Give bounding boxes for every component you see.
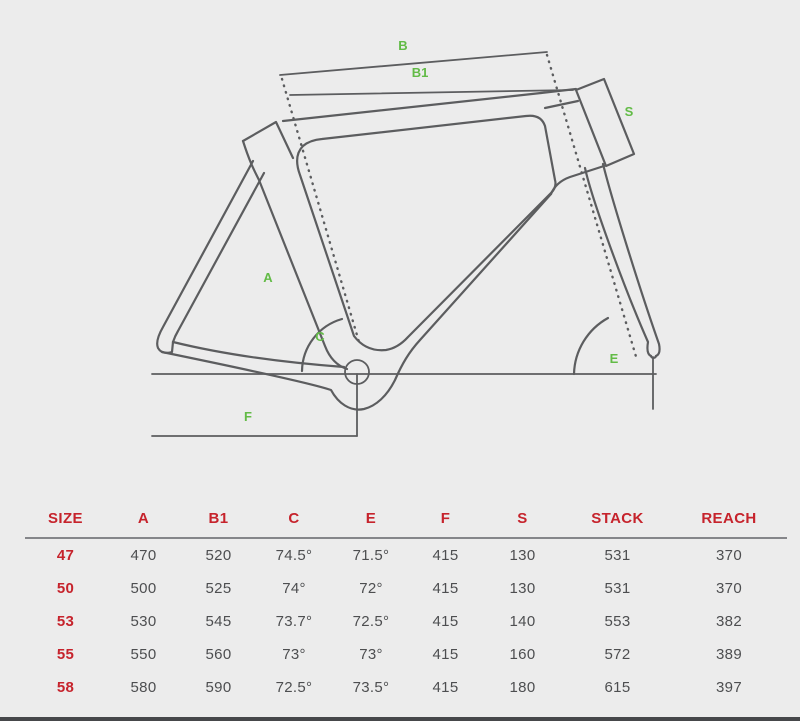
label-b-top-tube-horizontal: B — [398, 38, 407, 53]
table-cell: 525 — [205, 580, 232, 597]
label-f-chainstay: F — [244, 409, 252, 424]
geometry-table: SIZE A B1 C E F S STACK REACH 47 470 520… — [25, 500, 787, 704]
size-cell: 53 — [56, 613, 75, 630]
table-cell: 553 — [604, 613, 631, 630]
bike-geometry-diagram: B B1 S A C E F — [151, 38, 661, 437]
header-size: SIZE — [48, 510, 83, 527]
top-tube-upper-edge — [281, 91, 543, 123]
table-cell: 415 — [432, 547, 459, 564]
table-cell: 560 — [205, 646, 232, 663]
table-cell: 72° — [359, 580, 383, 597]
main-triangle-inner — [296, 114, 557, 352]
header-a: A — [137, 510, 150, 527]
table-cell: 382 — [716, 613, 742, 630]
table-row: 50 500 525 74° 72° 415 130 531 370 — [25, 572, 787, 605]
table-cell: 500 — [130, 580, 157, 597]
table-row: 47 470 520 74.5° 71.5° 415 130 531 370 — [25, 539, 787, 572]
header-b1: B1 — [208, 510, 229, 527]
size-cell: 50 — [56, 580, 75, 597]
table-row: 53 530 545 73.7° 72.5° 415 140 553 382 — [25, 605, 787, 638]
seat-tube-outer-edge — [241, 139, 349, 371]
size-cell: 47 — [56, 547, 75, 564]
table-cell: 415 — [432, 646, 459, 663]
header-stack: STACK — [591, 510, 644, 527]
header-e: E — [365, 510, 377, 527]
steering-axis-dashed — [545, 53, 639, 362]
table-cell: 73° — [282, 646, 306, 663]
table-row: 58 580 590 72.5° 73.5° 415 180 615 397 — [25, 671, 787, 704]
table-cell: 572 — [604, 646, 631, 663]
label-a-seat-tube: A — [263, 270, 273, 285]
table-cell: 130 — [509, 547, 536, 564]
table-cell: 520 — [205, 547, 232, 564]
table-row: 55 550 560 73° 73° 415 160 572 389 — [25, 638, 787, 671]
table-cell: 370 — [716, 547, 742, 564]
size-cell: 58 — [56, 679, 75, 696]
table-cell: 415 — [432, 679, 459, 696]
head-tube-wedge — [539, 87, 580, 110]
table-cell: 415 — [432, 580, 459, 597]
table-cell: 415 — [432, 613, 459, 630]
table-cell: 590 — [205, 679, 232, 696]
table-cell: 180 — [509, 679, 536, 696]
label-e-head-angle: E — [610, 351, 619, 366]
seat-stay-inner — [171, 171, 266, 344]
table-cell: 550 — [130, 646, 157, 663]
dimension-line-b1 — [289, 89, 574, 96]
dimension-line-b — [279, 51, 548, 76]
fork-dropout-notch — [649, 354, 658, 359]
table-cell: 531 — [604, 547, 631, 564]
chainstay-top-edge — [171, 340, 346, 369]
size-cell: 55 — [56, 646, 75, 663]
table-cell: 580 — [130, 679, 157, 696]
table-cell: 73.5° — [352, 679, 390, 696]
label-s-head-tube: S — [625, 104, 634, 119]
table-cell: 140 — [509, 613, 536, 630]
header-reach: REACH — [701, 510, 757, 527]
table-cell: 74° — [282, 580, 306, 597]
table-cell: 73.7° — [275, 613, 313, 630]
table-cell: 397 — [716, 679, 742, 696]
label-b1-top-tube: B1 — [412, 65, 429, 80]
head-angle-arc-e — [572, 316, 610, 376]
table-cell: 389 — [716, 646, 742, 663]
down-tube-and-chainstay-bottom — [160, 192, 553, 411]
bottom-border — [0, 717, 800, 721]
label-c-seat-angle: C — [315, 329, 325, 344]
header-s: S — [517, 510, 528, 527]
table-cell: 370 — [716, 580, 742, 597]
table-cell: 71.5° — [352, 547, 390, 564]
fork-crown — [549, 164, 606, 196]
table-cell: 73° — [359, 646, 383, 663]
header-c: C — [288, 510, 300, 527]
fork-blade-left — [583, 166, 653, 358]
head-tube-outline — [574, 77, 636, 168]
table-cell: 470 — [130, 547, 157, 564]
table-cell: 160 — [509, 646, 536, 663]
seat-tube-axis-dashed — [280, 77, 361, 344]
table-cell: 530 — [130, 613, 157, 630]
bottom-bracket-circle — [344, 359, 370, 385]
seat-cluster — [241, 120, 295, 160]
table-cell: 531 — [604, 580, 631, 597]
header-f: F — [440, 510, 451, 527]
table-cell: 545 — [205, 613, 232, 630]
table-cell: 72.5° — [275, 679, 313, 696]
seat-stay-outer — [156, 159, 255, 354]
table-cell: 615 — [604, 679, 631, 696]
table-cell: 130 — [509, 580, 536, 597]
table-cell: 74.5° — [275, 547, 313, 564]
table-cell: 72.5° — [352, 613, 390, 630]
table-header-row: SIZE A B1 C E F S STACK REACH — [25, 500, 787, 539]
fork-blade-right — [601, 162, 661, 358]
